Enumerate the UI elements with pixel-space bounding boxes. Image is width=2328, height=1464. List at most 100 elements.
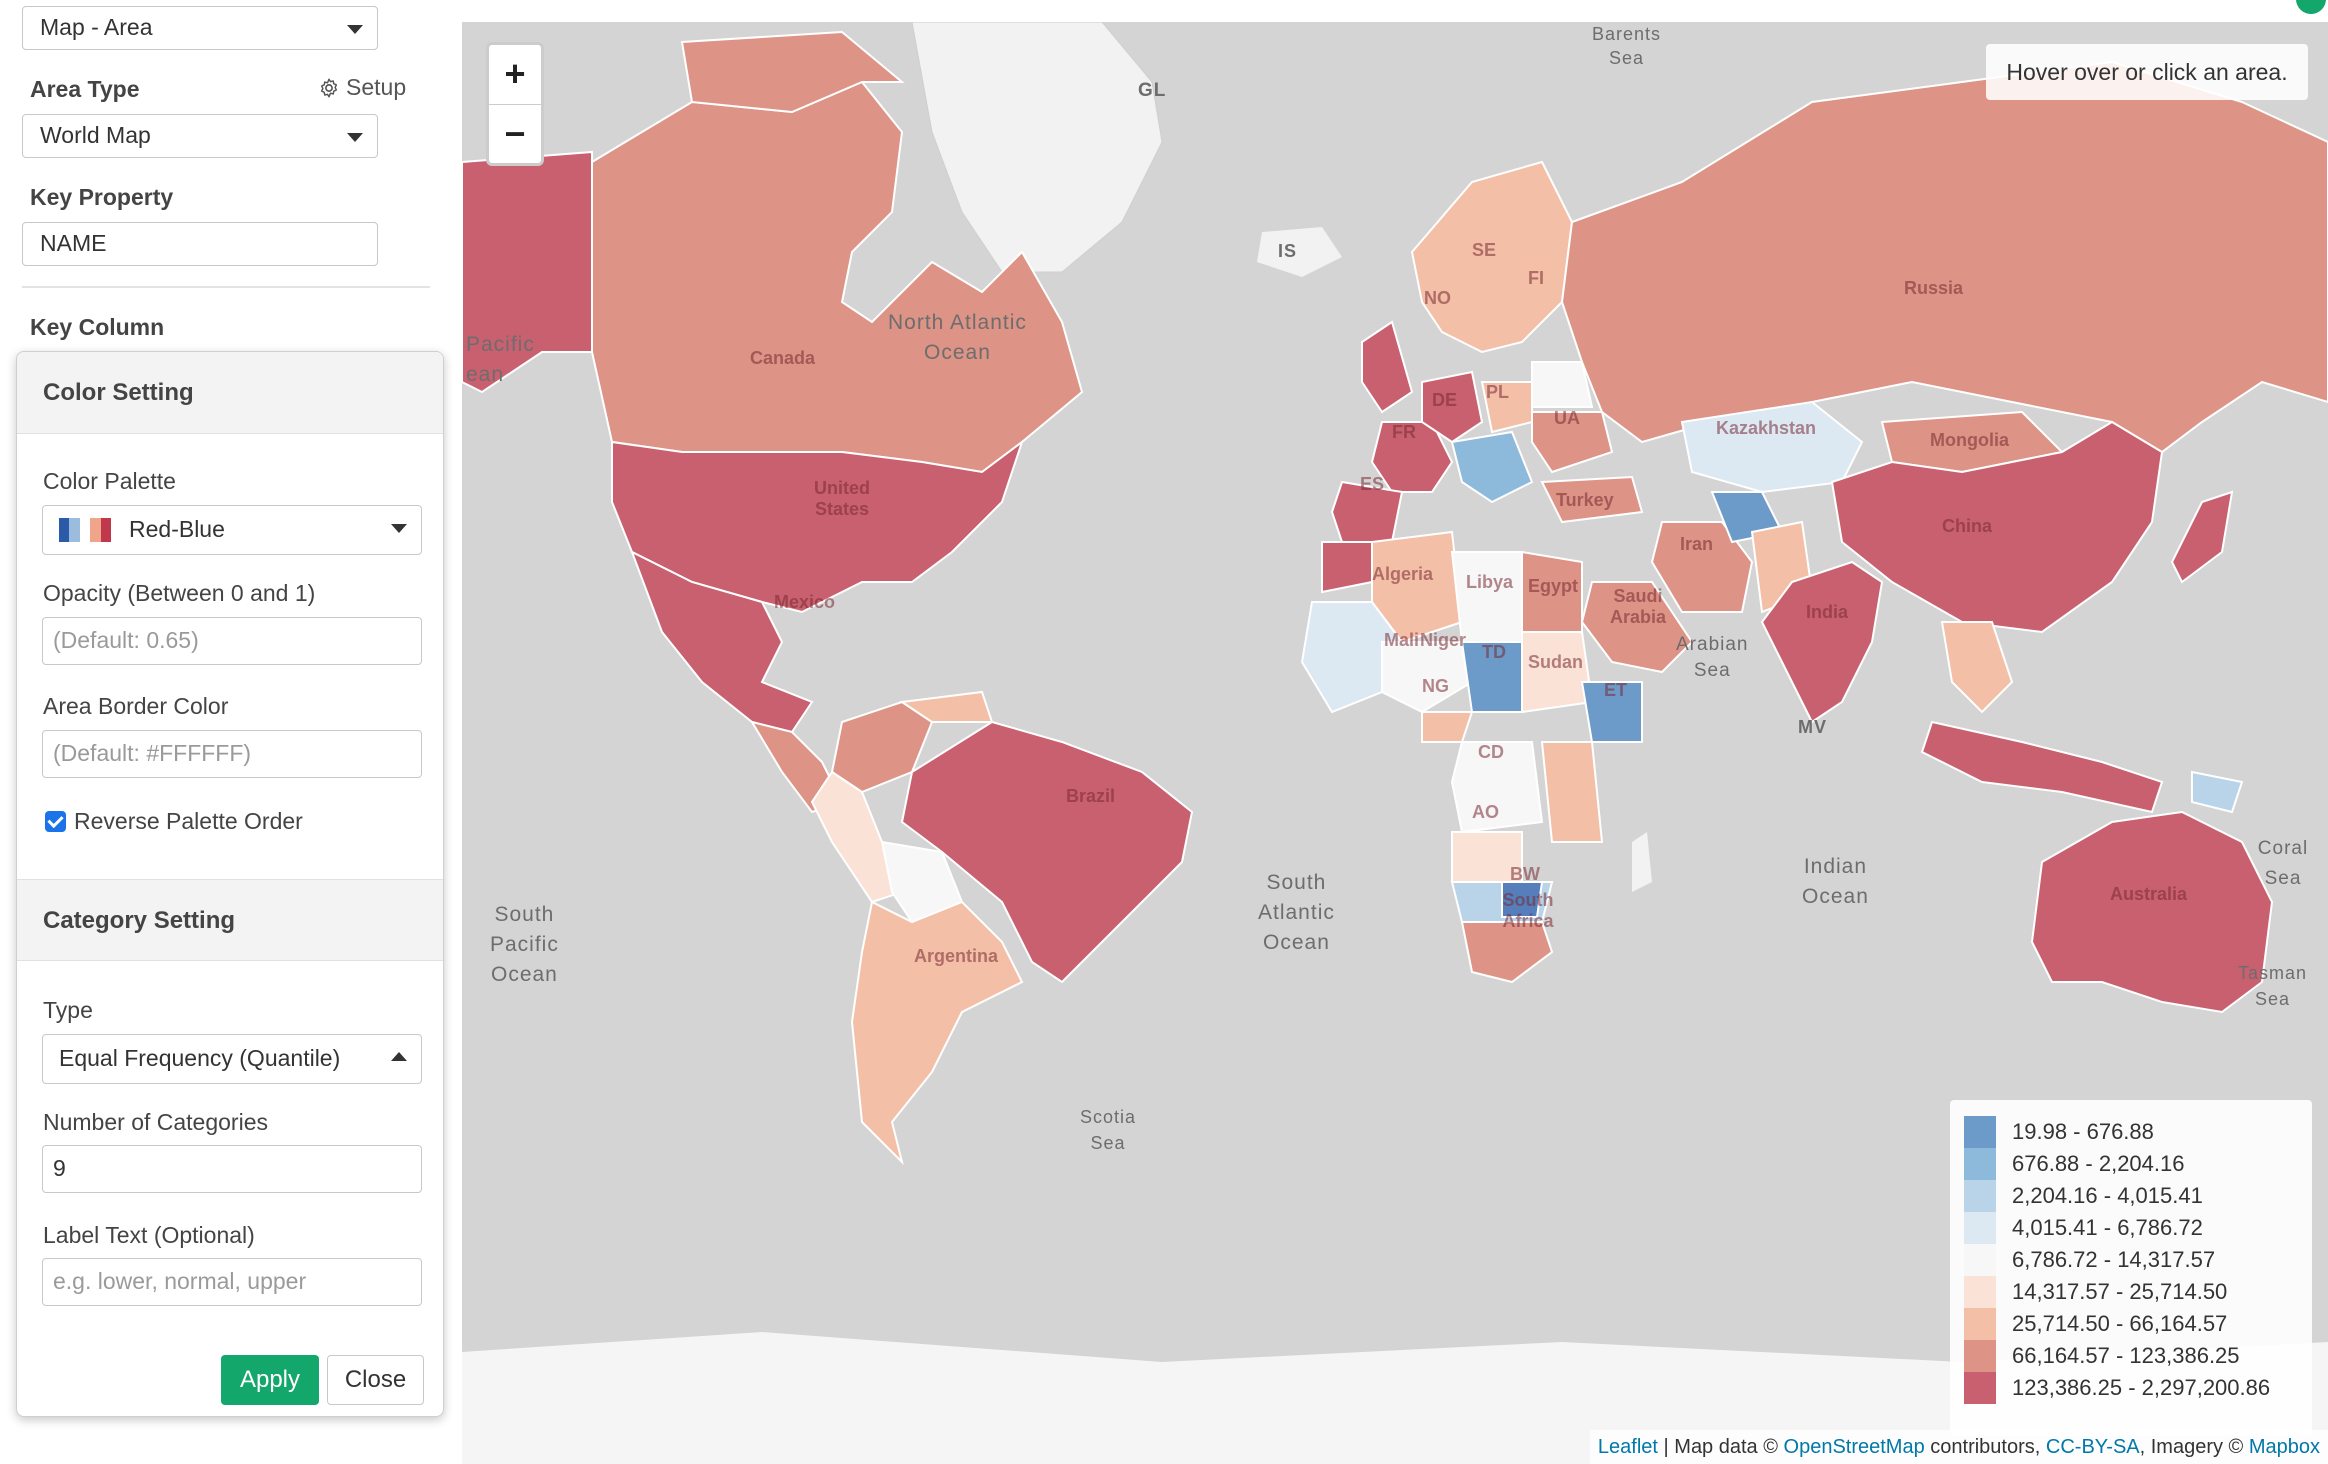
country-label-brazil: Brazil xyxy=(1066,786,1116,806)
ocean-label-line: Tasman xyxy=(2238,963,2308,983)
ocean-label-line: Ocean xyxy=(1263,931,1330,954)
opacity-input[interactable]: (Default: 0.65) xyxy=(42,617,422,665)
world-map[interactable]: North Atlantic Ocean Pacific ean South P… xyxy=(462,22,2328,1464)
hover-info-box: Hover over or click an area. xyxy=(1986,44,2308,100)
num-categories-input[interactable]: 9 xyxy=(42,1145,422,1193)
setup-button[interactable]: Setup xyxy=(318,74,406,101)
checkbox-checked-icon[interactable] xyxy=(45,811,66,832)
area-iran[interactable] xyxy=(1650,521,1754,613)
area-eastern-europe[interactable] xyxy=(1450,430,1534,504)
area-indonesia[interactable] xyxy=(1920,720,2164,814)
area-southeast-asia[interactable] xyxy=(1940,621,2014,714)
country-label-mongolia: Mongolia xyxy=(1930,430,2009,450)
category-type-select[interactable]: Equal Frequency (Quantile) xyxy=(42,1034,422,1084)
area-madagascar[interactable] xyxy=(1632,832,1652,892)
area-mexico[interactable] xyxy=(630,549,814,734)
area-germany[interactable] xyxy=(1421,370,1484,444)
country-label-russia: Russia xyxy=(1904,278,1964,298)
opacity-placeholder: (Default: 0.65) xyxy=(53,627,199,653)
zoom-in-button[interactable]: + xyxy=(489,45,541,105)
swatch-band-3 xyxy=(79,518,91,542)
border-color-placeholder: (Default: #FFFFFF) xyxy=(53,740,252,766)
color-palette-value: Red-Blue xyxy=(129,516,225,542)
country-label-bw: BW xyxy=(1510,864,1540,884)
area-peru[interactable] xyxy=(810,770,904,904)
country-label-es: ES xyxy=(1360,474,1385,494)
swatch-band-2 xyxy=(69,518,80,542)
area-papua-new-guinea[interactable] xyxy=(2191,770,2244,814)
area-ethiopia[interactable] xyxy=(1580,681,1643,743)
map-canvas[interactable] xyxy=(462,22,2328,1464)
ocean-label-line: Pacific xyxy=(490,933,559,956)
area-japan[interactable] xyxy=(2170,490,2234,584)
chevron-down-icon xyxy=(391,524,407,533)
chart-type-select[interactable]: Map - Area xyxy=(22,6,378,50)
mapbox-link[interactable]: Mapbox xyxy=(2248,1436,2320,1458)
area-type-label: Area Type xyxy=(30,76,140,102)
leaflet-link[interactable]: Leaflet xyxy=(1597,1436,1658,1458)
country-label-mali: Mali xyxy=(1384,630,1420,650)
area-botswana[interactable] xyxy=(1501,881,1544,918)
area-nigeria[interactable] xyxy=(1421,711,1474,743)
setup-label: Setup xyxy=(346,74,407,100)
territory-label-is: IS xyxy=(1278,241,1298,261)
legend-range: 19.98 - 676.88 xyxy=(2012,1119,2154,1144)
legend-swatch xyxy=(1964,1244,1996,1276)
territory-label-mv: MV xyxy=(1798,717,1827,737)
chevron-up-icon xyxy=(391,1052,407,1061)
ocean-label-line: South xyxy=(1266,871,1327,894)
area-libya[interactable] xyxy=(1450,551,1523,643)
area-dr-congo[interactable] xyxy=(1450,741,1544,834)
legend-row: 123,386.25 - 2,297,200.86 xyxy=(1964,1372,2298,1404)
legend-swatch xyxy=(1964,1308,1996,1340)
reverse-palette-checkbox[interactable]: Reverse Palette Order xyxy=(45,808,303,835)
apply-button[interactable]: Apply xyxy=(221,1355,319,1405)
area-ukraine[interactable] xyxy=(1531,411,1614,474)
area-alaska[interactable] xyxy=(462,150,593,394)
country-label-no: NO xyxy=(1424,288,1451,308)
area-norway-sweden-finland[interactable] xyxy=(1410,160,1574,354)
area-south-africa[interactable] xyxy=(1460,921,1554,984)
area-belarus[interactable] xyxy=(1531,361,1594,408)
key-property-input[interactable]: NAME xyxy=(22,222,378,266)
area-australia[interactable] xyxy=(2030,810,2274,1014)
country-label-se: SE xyxy=(1472,240,1497,260)
label-text-input[interactable]: e.g. lower, normal, upper xyxy=(42,1258,422,1306)
zoom-out-button[interactable]: − xyxy=(504,113,526,154)
legend-row: 4,015.41 - 6,786.72 xyxy=(1964,1212,2298,1244)
area-type-select[interactable]: World Map xyxy=(22,114,378,158)
sidebar-divider xyxy=(22,286,430,288)
num-categories-label: Number of Categories xyxy=(43,1109,268,1135)
area-algeria[interactable] xyxy=(1371,530,1464,644)
country-label-et: ET xyxy=(1604,680,1628,700)
ocean-label-line: Sea xyxy=(1609,48,1645,68)
country-label-iran: Iran xyxy=(1680,534,1714,554)
area-china[interactable] xyxy=(1830,420,2164,634)
close-button[interactable]: Close xyxy=(327,1355,424,1405)
area-morocco[interactable] xyxy=(1321,541,1373,594)
legend-swatch xyxy=(1964,1148,1996,1180)
area-mali-niger[interactable] xyxy=(1381,641,1474,714)
reverse-palette-label: Reverse Palette Order xyxy=(74,808,303,834)
area-iceland[interactable] xyxy=(1257,227,1342,277)
area-turkey[interactable] xyxy=(1540,475,1644,524)
area-india[interactable] xyxy=(1760,560,1884,724)
area-greenland[interactable] xyxy=(911,22,1163,273)
status-indicator-dot xyxy=(2296,0,2326,14)
type-label: Type xyxy=(43,997,93,1023)
border-color-input[interactable]: (Default: #FFFFFF) xyxy=(42,730,422,778)
area-uk[interactable] xyxy=(1361,320,1414,414)
attribution-text: contributors, xyxy=(1924,1436,2046,1458)
area-east-africa[interactable] xyxy=(1540,741,1604,843)
area-argentina[interactable] xyxy=(850,900,1024,1166)
openstreetmap-link[interactable]: OpenStreetMap xyxy=(1783,1436,1925,1458)
country-label-united-states: United States xyxy=(814,478,870,519)
chevron-down-icon xyxy=(347,25,363,34)
attribution-text: , Imagery © xyxy=(2139,1436,2249,1458)
area-canada-arctic[interactable] xyxy=(680,30,905,114)
ocean-label-tasman-sea: Tasman Sea xyxy=(2238,960,2307,1012)
area-brazil[interactable] xyxy=(900,720,1194,984)
country-label-saudi-arabia: Saudi Arabia xyxy=(1609,586,1667,627)
color-palette-select[interactable]: Red-Blue xyxy=(42,505,422,555)
license-link[interactable]: CC-BY-SA xyxy=(2045,1436,2140,1458)
